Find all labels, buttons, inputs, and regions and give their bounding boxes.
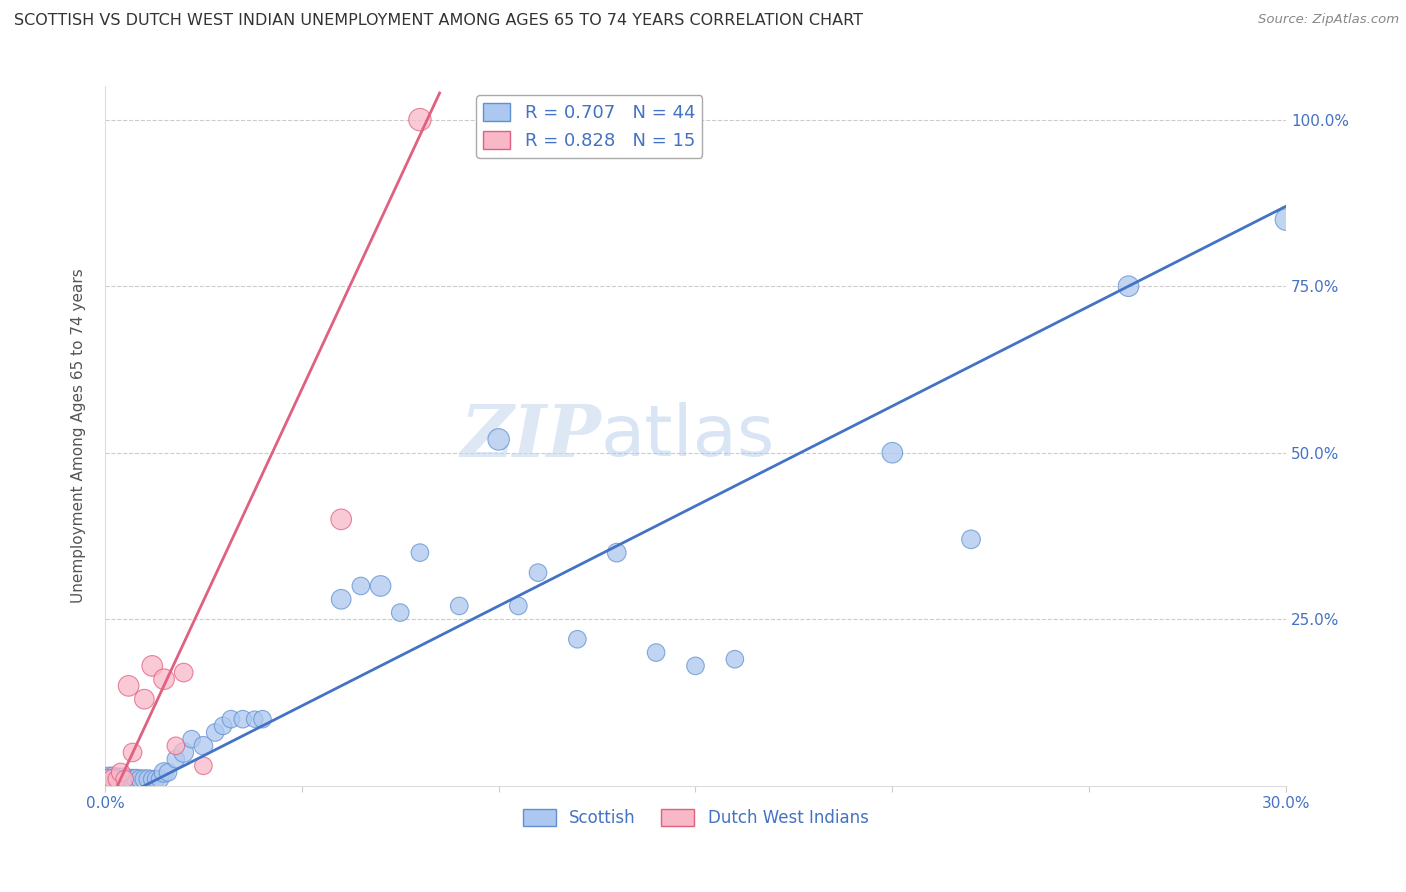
Point [156,765,179,780]
Point [606,546,628,560]
Point [153,672,176,686]
Point [114,772,136,786]
Point [105,772,128,786]
Point [101,772,124,786]
Point [149,772,172,786]
Point [882,446,904,460]
Point [165,739,187,753]
Point [114,772,136,786]
Point [252,712,274,726]
Text: Source: ZipAtlas.com: Source: ZipAtlas.com [1258,13,1399,27]
Point [145,772,167,786]
Point [960,533,983,547]
Point [449,599,471,613]
Point [567,632,589,647]
Point [370,579,392,593]
Point [193,759,215,773]
Point [117,679,139,693]
Point [180,732,202,747]
Point [121,746,143,760]
Text: ZIP: ZIP [460,401,600,472]
Text: SCOTTISH VS DUTCH WEST INDIAN UNEMPLOYMENT AMONG AGES 65 TO 74 YEARS CORRELATION: SCOTTISH VS DUTCH WEST INDIAN UNEMPLOYME… [14,13,863,29]
Point [117,772,139,786]
Point [134,692,156,706]
Text: atlas: atlas [600,401,775,471]
Point [527,566,550,580]
Point [488,433,510,447]
Point [97,772,120,786]
Point [129,772,152,786]
Y-axis label: Unemployment Among Ages 65 to 74 years: Unemployment Among Ages 65 to 74 years [72,268,86,604]
Point [141,772,163,786]
Point [134,772,156,786]
Point [125,772,148,786]
Point [330,512,353,526]
Point [97,772,120,786]
Point [173,665,195,680]
Point [232,712,254,726]
Point [243,712,266,726]
Point [105,772,128,786]
Point [409,546,432,560]
Point [219,712,242,726]
Point [204,725,226,739]
Point [121,772,143,786]
Point [1118,279,1140,293]
Point [330,592,353,607]
Point [165,752,187,766]
Point [508,599,530,613]
Point [350,579,373,593]
Point [153,765,176,780]
Point [110,765,132,780]
Point [724,652,747,666]
Point [212,719,235,733]
Point [173,746,195,760]
Point [1275,212,1298,227]
Legend: Scottish, Dutch West Indians: Scottish, Dutch West Indians [516,802,875,833]
Point [645,646,668,660]
Point [193,739,215,753]
Point [685,659,707,673]
Point [136,772,159,786]
Point [101,772,124,786]
Point [141,659,163,673]
Point [389,606,412,620]
Point [409,112,432,127]
Point [110,772,132,786]
